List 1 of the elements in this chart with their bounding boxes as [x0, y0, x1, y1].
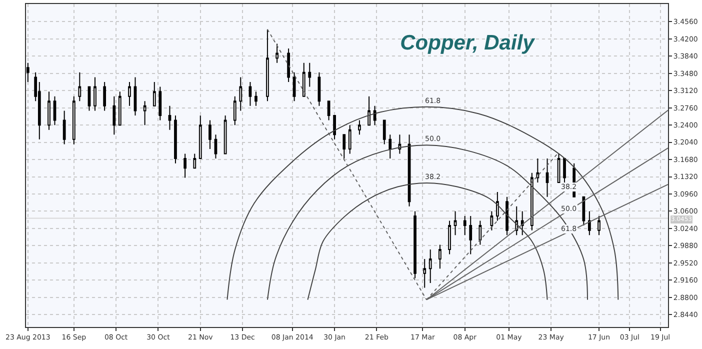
text: Copper, Daily [400, 32, 536, 55]
